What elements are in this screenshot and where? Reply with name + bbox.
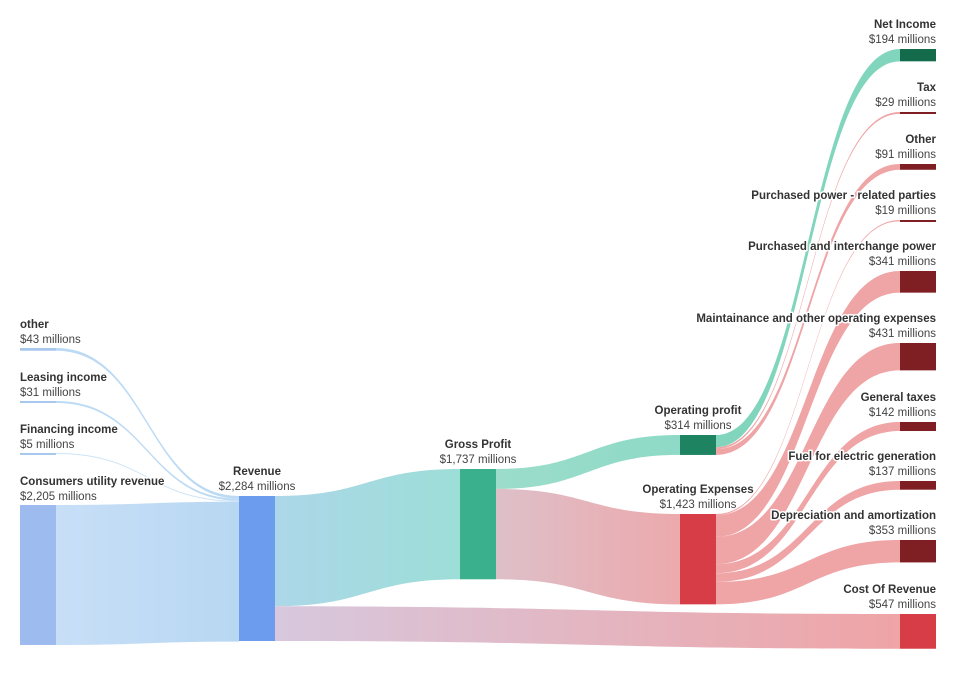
node-cost_of_revenue[interactable]	[900, 614, 936, 649]
node-label-tax: Tax	[917, 82, 937, 94]
node-label-financing: Financing income	[20, 424, 118, 436]
node-value-operating_expenses: $1,423 millions	[660, 499, 737, 511]
node-label-maintenance: Maintainance and other operating expense…	[696, 313, 936, 325]
node-label-pp_related: Purchased power - related parties	[751, 190, 936, 202]
node-label-operating_profit: Operating profit	[655, 405, 742, 417]
node-value-gross_profit: $1,737 millions	[440, 454, 517, 466]
node-value-other_in: $43 millions	[20, 334, 81, 346]
node-label-revenue: Revenue	[233, 466, 281, 478]
link-leasing-to-revenue[interactable]	[56, 401, 239, 501]
node-pp_related[interactable]	[900, 220, 936, 222]
link-operating_expenses-to-fuel[interactable]	[716, 481, 900, 582]
node-tax[interactable]	[900, 112, 936, 114]
node-label-cost_of_revenue: Cost Of Revenue	[843, 584, 936, 596]
link-operating_expenses-to-general_taxes[interactable]	[716, 422, 900, 574]
link-other_in-to-revenue[interactable]	[56, 348, 239, 499]
node-pp_interchange[interactable]	[900, 271, 936, 293]
node-value-pp_interchange: $341 millions	[869, 256, 936, 268]
node-value-maintenance: $431 millions	[869, 328, 936, 340]
link-operating_expenses-to-depreciation[interactable]	[716, 540, 900, 605]
node-label-pp_interchange: Purchased and interchange power	[748, 241, 936, 253]
node-value-leasing: $31 millions	[20, 387, 81, 399]
node-label-other_in: other	[20, 319, 49, 331]
nodes-layer	[20, 49, 936, 649]
node-label-operating_expenses: Operating Expenses	[642, 484, 753, 496]
node-label-fuel: Fuel for electric generation	[788, 451, 936, 463]
link-operating_expenses-to-pp_related[interactable]	[716, 220, 900, 516]
labels-layer: other $43 millions Leasing income $31 milli…	[19, 18, 939, 613]
node-value-fuel: $137 millions	[869, 466, 936, 478]
node-value-operating_profit: $314 millions	[664, 420, 731, 432]
node-label-consumers: Consumers utility revenue	[20, 476, 164, 488]
link-gross_profit-to-operating_profit[interactable]	[496, 435, 680, 489]
node-revenue[interactable]	[239, 496, 275, 641]
link-operating_profit-to-tax[interactable]	[716, 112, 900, 450]
node-financing[interactable]	[20, 453, 56, 455]
link-operating_profit-to-net_income[interactable]	[716, 49, 900, 448]
node-consumers[interactable]	[20, 505, 56, 645]
link-consumers-to-revenue[interactable]	[56, 501, 239, 645]
node-operating_profit[interactable]	[680, 435, 716, 455]
node-label-depreciation: Depreciation and amortization	[771, 510, 936, 522]
link-revenue-to-cost_of_revenue[interactable]	[275, 606, 900, 649]
node-label-gross_profit: Gross Profit	[445, 439, 512, 451]
link-financing-to-revenue[interactable]	[56, 453, 239, 502]
node-leasing[interactable]	[20, 401, 56, 403]
node-label-net_income: Net Income	[874, 19, 936, 31]
node-net_income[interactable]	[900, 49, 936, 62]
node-value-consumers: $2,205 millions	[20, 491, 97, 503]
node-label-leasing: Leasing income	[20, 372, 107, 384]
node-value-cost_of_revenue: $547 millions	[869, 599, 936, 611]
link-operating_profit-to-other_exp[interactable]	[716, 164, 900, 455]
node-value-other_exp: $91 millions	[875, 149, 936, 161]
node-other_exp[interactable]	[900, 164, 936, 170]
node-operating_expenses[interactable]	[680, 514, 716, 605]
node-depreciation[interactable]	[900, 540, 936, 563]
node-label-general_taxes: General taxes	[861, 392, 936, 404]
links-layer	[56, 49, 900, 649]
node-value-tax: $29 millions	[875, 97, 936, 109]
node-value-net_income: $194 millions	[869, 34, 936, 46]
node-value-pp_related: $19 millions	[875, 205, 936, 217]
node-gross_profit[interactable]	[460, 469, 496, 580]
node-label-other_exp: Other	[905, 134, 936, 146]
node-value-revenue: $2,284 millions	[219, 481, 296, 493]
link-operating_expenses-to-pp_interchange[interactable]	[716, 271, 900, 537]
node-fuel[interactable]	[900, 481, 936, 490]
link-revenue-to-gross_profit[interactable]	[275, 469, 460, 607]
node-maintenance[interactable]	[900, 343, 936, 371]
node-value-general_taxes: $142 millions	[869, 407, 936, 419]
node-value-financing: $5 millions	[20, 439, 75, 451]
node-value-depreciation: $353 millions	[869, 525, 936, 537]
node-general_taxes[interactable]	[900, 422, 936, 432]
node-other_in[interactable]	[20, 348, 56, 351]
link-operating_expenses-to-maintenance[interactable]	[716, 343, 900, 565]
link-gross_profit-to-operating_expenses[interactable]	[496, 488, 680, 605]
